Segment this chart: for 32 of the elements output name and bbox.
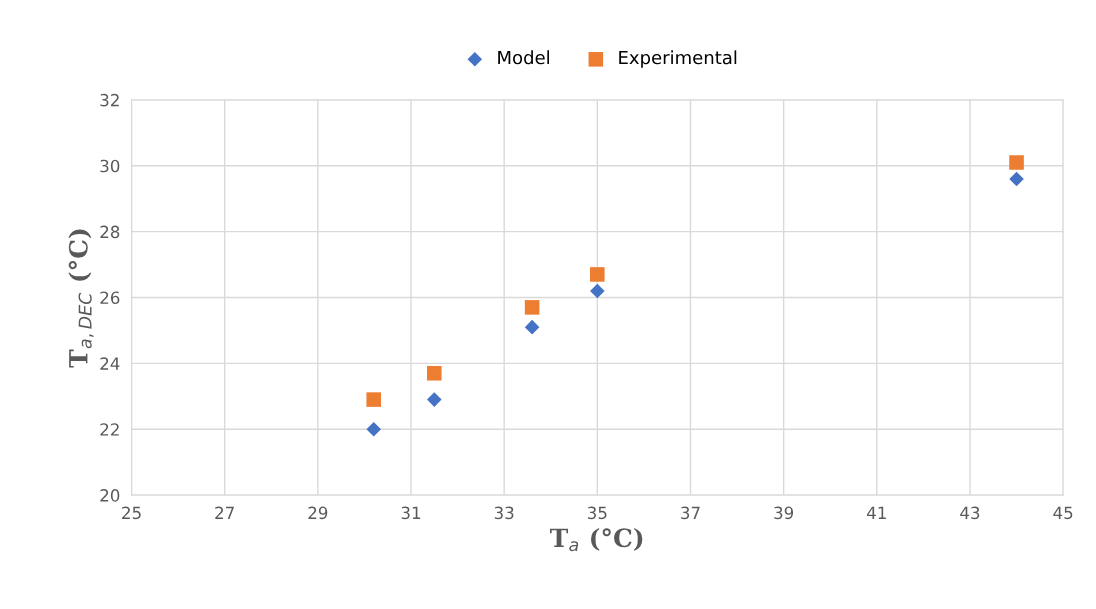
x-tick-label: 25 xyxy=(122,506,141,520)
x-tick-label: 27 xyxy=(215,506,234,519)
point xyxy=(427,365,442,381)
point xyxy=(1009,155,1024,170)
point xyxy=(366,392,382,407)
y-tick-label: 24 xyxy=(100,357,120,370)
y-tick-label: 28 xyxy=(100,225,120,239)
point xyxy=(524,300,540,315)
legend-label: Experimental xyxy=(619,50,737,68)
point xyxy=(590,267,605,282)
y-axis-title: T$_{a,DEC}$ (°C) xyxy=(68,229,94,368)
x-tick-label: 43 xyxy=(960,506,980,520)
y-tick-label: 26 xyxy=(100,291,120,305)
point xyxy=(1009,171,1024,187)
point xyxy=(427,392,442,407)
x-tick-label: 41 xyxy=(867,506,886,519)
x-tick-label: 33 xyxy=(494,506,514,520)
x-tick-label: 45 xyxy=(1053,506,1073,520)
y-tick-label: 22 xyxy=(100,423,119,436)
point xyxy=(524,319,540,335)
x-tick-label: 35 xyxy=(587,506,607,520)
x-tick-label: 29 xyxy=(308,506,328,520)
x-tick-label: 39 xyxy=(774,506,794,520)
point xyxy=(366,421,382,437)
x-tick-label: 31 xyxy=(401,506,421,520)
y-tick-label: 32 xyxy=(100,93,119,107)
x-tick-label: 37 xyxy=(681,506,700,520)
y-tick-label: 20 xyxy=(100,489,120,502)
legend-label: Model xyxy=(498,50,549,65)
y-tick-label: 30 xyxy=(100,159,120,173)
x-axis-title: T$_{a}$ (°C) xyxy=(549,527,643,552)
point xyxy=(590,283,605,299)
